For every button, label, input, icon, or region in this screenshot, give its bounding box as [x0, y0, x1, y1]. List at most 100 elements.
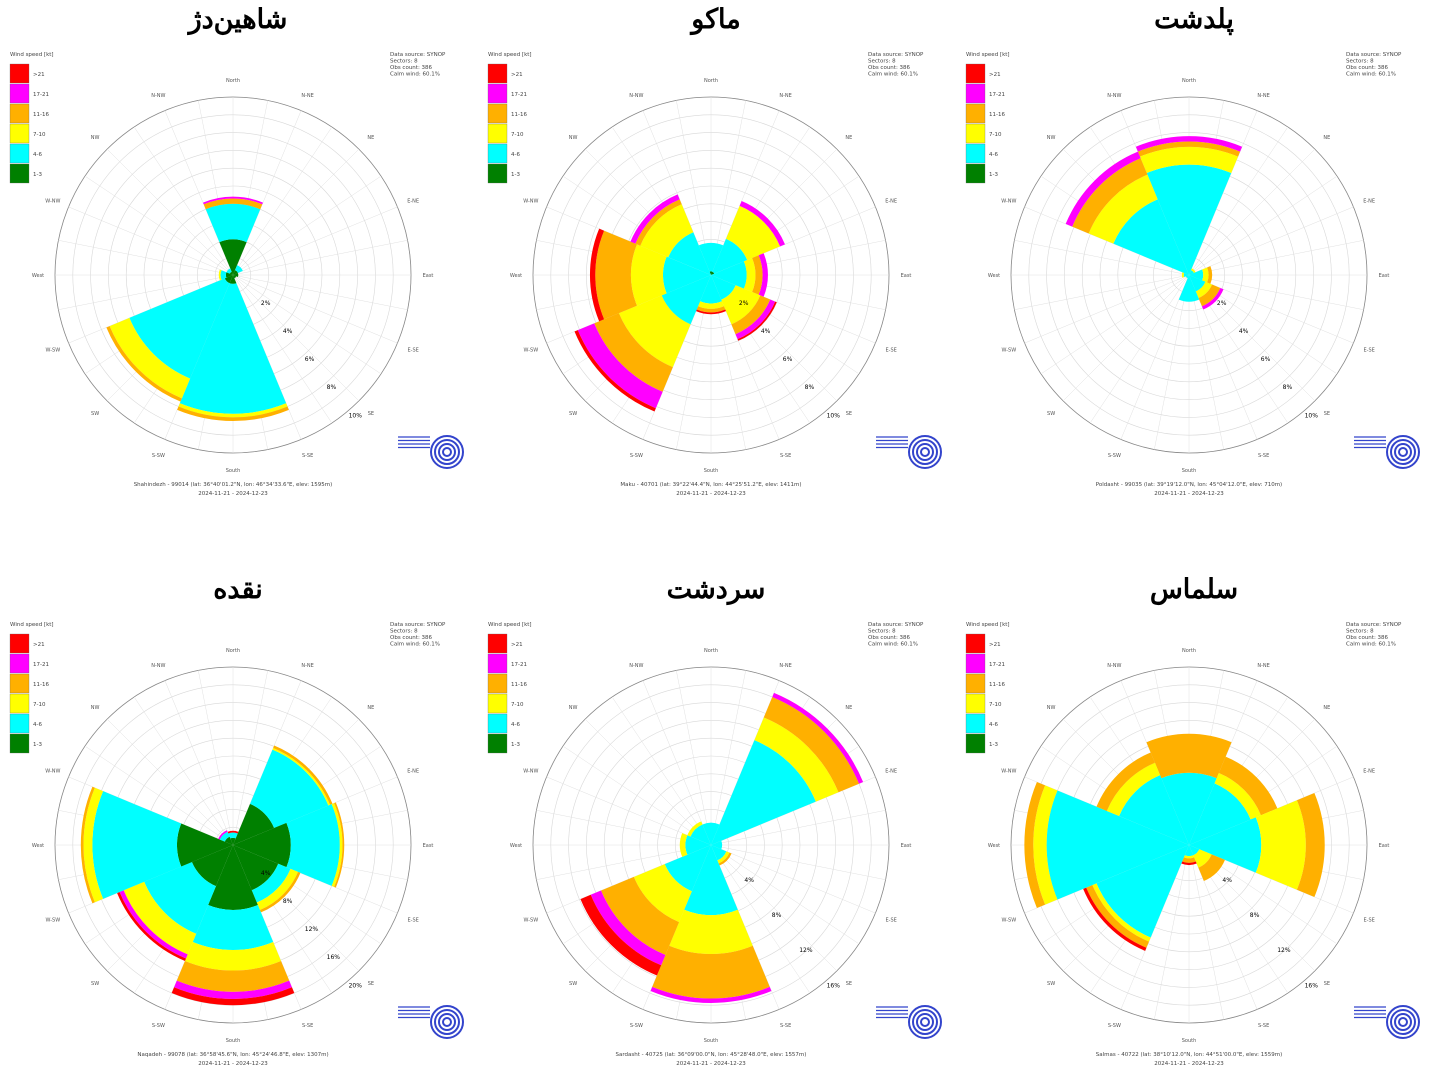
direction-label: W-NW [1001, 198, 1016, 204]
sector-segment [233, 822, 291, 868]
sector-segment [1183, 272, 1189, 278]
date-range: 2024-11-21 - 2024-12-23 [676, 1061, 746, 1067]
direction-label: N-NE [1257, 663, 1269, 669]
date-range: 2024-11-21 - 2024-12-23 [198, 491, 268, 497]
direction-label: E-NE [885, 768, 897, 774]
ring-label: 10% [1305, 412, 1319, 419]
sector-segment [702, 822, 720, 845]
direction-label: N-NW [1107, 93, 1121, 99]
organization-logo [1354, 435, 1420, 469]
grid-spoke [1188, 274, 1354, 344]
info-line: Obs count: 386 [868, 635, 911, 641]
sector-segment [590, 890, 666, 966]
logo-ring [434, 439, 460, 465]
info-line: Data source: SYNOP [868, 52, 924, 58]
direction-label: N-NW [1107, 663, 1121, 669]
direction-label: NW [569, 135, 578, 141]
direction-label: South [1182, 468, 1197, 474]
rose-sectors [1024, 733, 1325, 951]
legend-swatch [9, 123, 30, 144]
legend-label: 4-6 [33, 722, 42, 728]
sector-segment [224, 275, 233, 284]
ring-label: 16% [327, 954, 341, 961]
rose-sectors [574, 194, 786, 412]
legend-label: 11-16 [989, 112, 1005, 118]
sector-segment [696, 309, 726, 315]
sector-segment [1161, 772, 1217, 845]
grid-spoke [1014, 274, 1190, 310]
direction-label: W-SW [1002, 918, 1017, 924]
grid-spoke [232, 240, 408, 276]
info-line: Obs count: 386 [1346, 635, 1389, 641]
sector-segment [334, 802, 345, 888]
direction-label: South [226, 1038, 241, 1044]
logo-ring [430, 435, 464, 469]
sector-segment [192, 905, 274, 951]
sector-segment [1086, 885, 1149, 948]
sector-segment [687, 821, 703, 837]
sector-segment [1119, 775, 1189, 845]
grid-spoke [710, 110, 780, 276]
legend-title: Wind speed [kt] [966, 622, 1010, 628]
direction-label: West [510, 843, 522, 849]
sector-segment [203, 198, 263, 210]
grid-spoke [1154, 844, 1190, 1020]
legend-label: 7-10 [33, 132, 46, 138]
sector-segment [662, 256, 711, 294]
sector-segment [129, 278, 230, 379]
sector-segment [1096, 752, 1155, 811]
legend: Wind speed [kt] >21 17-21 11-16 7-10 4-6 1-3 [487, 622, 532, 754]
grid-spoke [232, 670, 268, 846]
rose-sectors [1065, 136, 1243, 310]
ring-label: 8% [1283, 384, 1293, 391]
date-range: 2024-11-21 - 2024-12-23 [676, 491, 746, 497]
direction-label: S-SE [780, 453, 791, 459]
legend-swatch [487, 103, 508, 124]
sector-segment [698, 242, 724, 272]
sector-segment [1185, 275, 1189, 279]
sector-segment [709, 271, 713, 275]
direction-label: W-SW [524, 918, 539, 924]
ring-label: 8% [1250, 912, 1260, 919]
ring-label: 10% [827, 412, 841, 419]
info-line: Calm wind: 60.1% [868, 72, 918, 78]
legend-swatch [965, 63, 986, 84]
sector-segment [218, 830, 228, 840]
direction-label: N-NW [629, 93, 643, 99]
sector-segment [229, 275, 237, 284]
sector-segment [1184, 845, 1194, 857]
direction-label: N-NE [779, 93, 791, 99]
legend-label: 7-10 [33, 702, 46, 708]
logo-ring [1390, 1009, 1416, 1035]
legend-swatch [487, 693, 508, 714]
sector-segment [630, 194, 680, 244]
direction-label: SW [91, 411, 99, 417]
direction-label: East [423, 273, 434, 279]
legend-swatch [9, 63, 30, 84]
station-info: Shahindezh - 99014 (lat: 36°40'01.2"N, l… [134, 482, 333, 488]
ring-label: 12% [1277, 947, 1291, 954]
legend-swatch [487, 633, 508, 654]
windrose-chart: North N-NE NE E-NE East E-SE SE S-SE South S-SW SW… [965, 52, 1420, 497]
sector-segment [208, 845, 258, 910]
legend-label: >21 [33, 642, 45, 648]
sector-segment [640, 204, 694, 258]
grid-spoke [710, 810, 886, 846]
grid-spoke [710, 844, 886, 880]
grid-spoke [676, 670, 712, 846]
sector-segment [80, 786, 95, 904]
sector-segment [661, 275, 711, 325]
direction-label: E-NE [1363, 198, 1375, 204]
sector-segment [233, 272, 239, 278]
sector-segment [233, 845, 279, 891]
direction-label: E-SE [1364, 348, 1375, 354]
grid-spoke [1024, 206, 1190, 276]
info-line: Obs count: 386 [390, 65, 433, 71]
ring-label: 8% [772, 912, 782, 919]
legend-label: >21 [989, 642, 1001, 648]
direction-label: East [901, 843, 912, 849]
grid-spoke [710, 844, 838, 972]
legend-label: >21 [33, 72, 45, 78]
direction-label: West [988, 843, 1000, 849]
logo-ring [916, 1013, 934, 1031]
